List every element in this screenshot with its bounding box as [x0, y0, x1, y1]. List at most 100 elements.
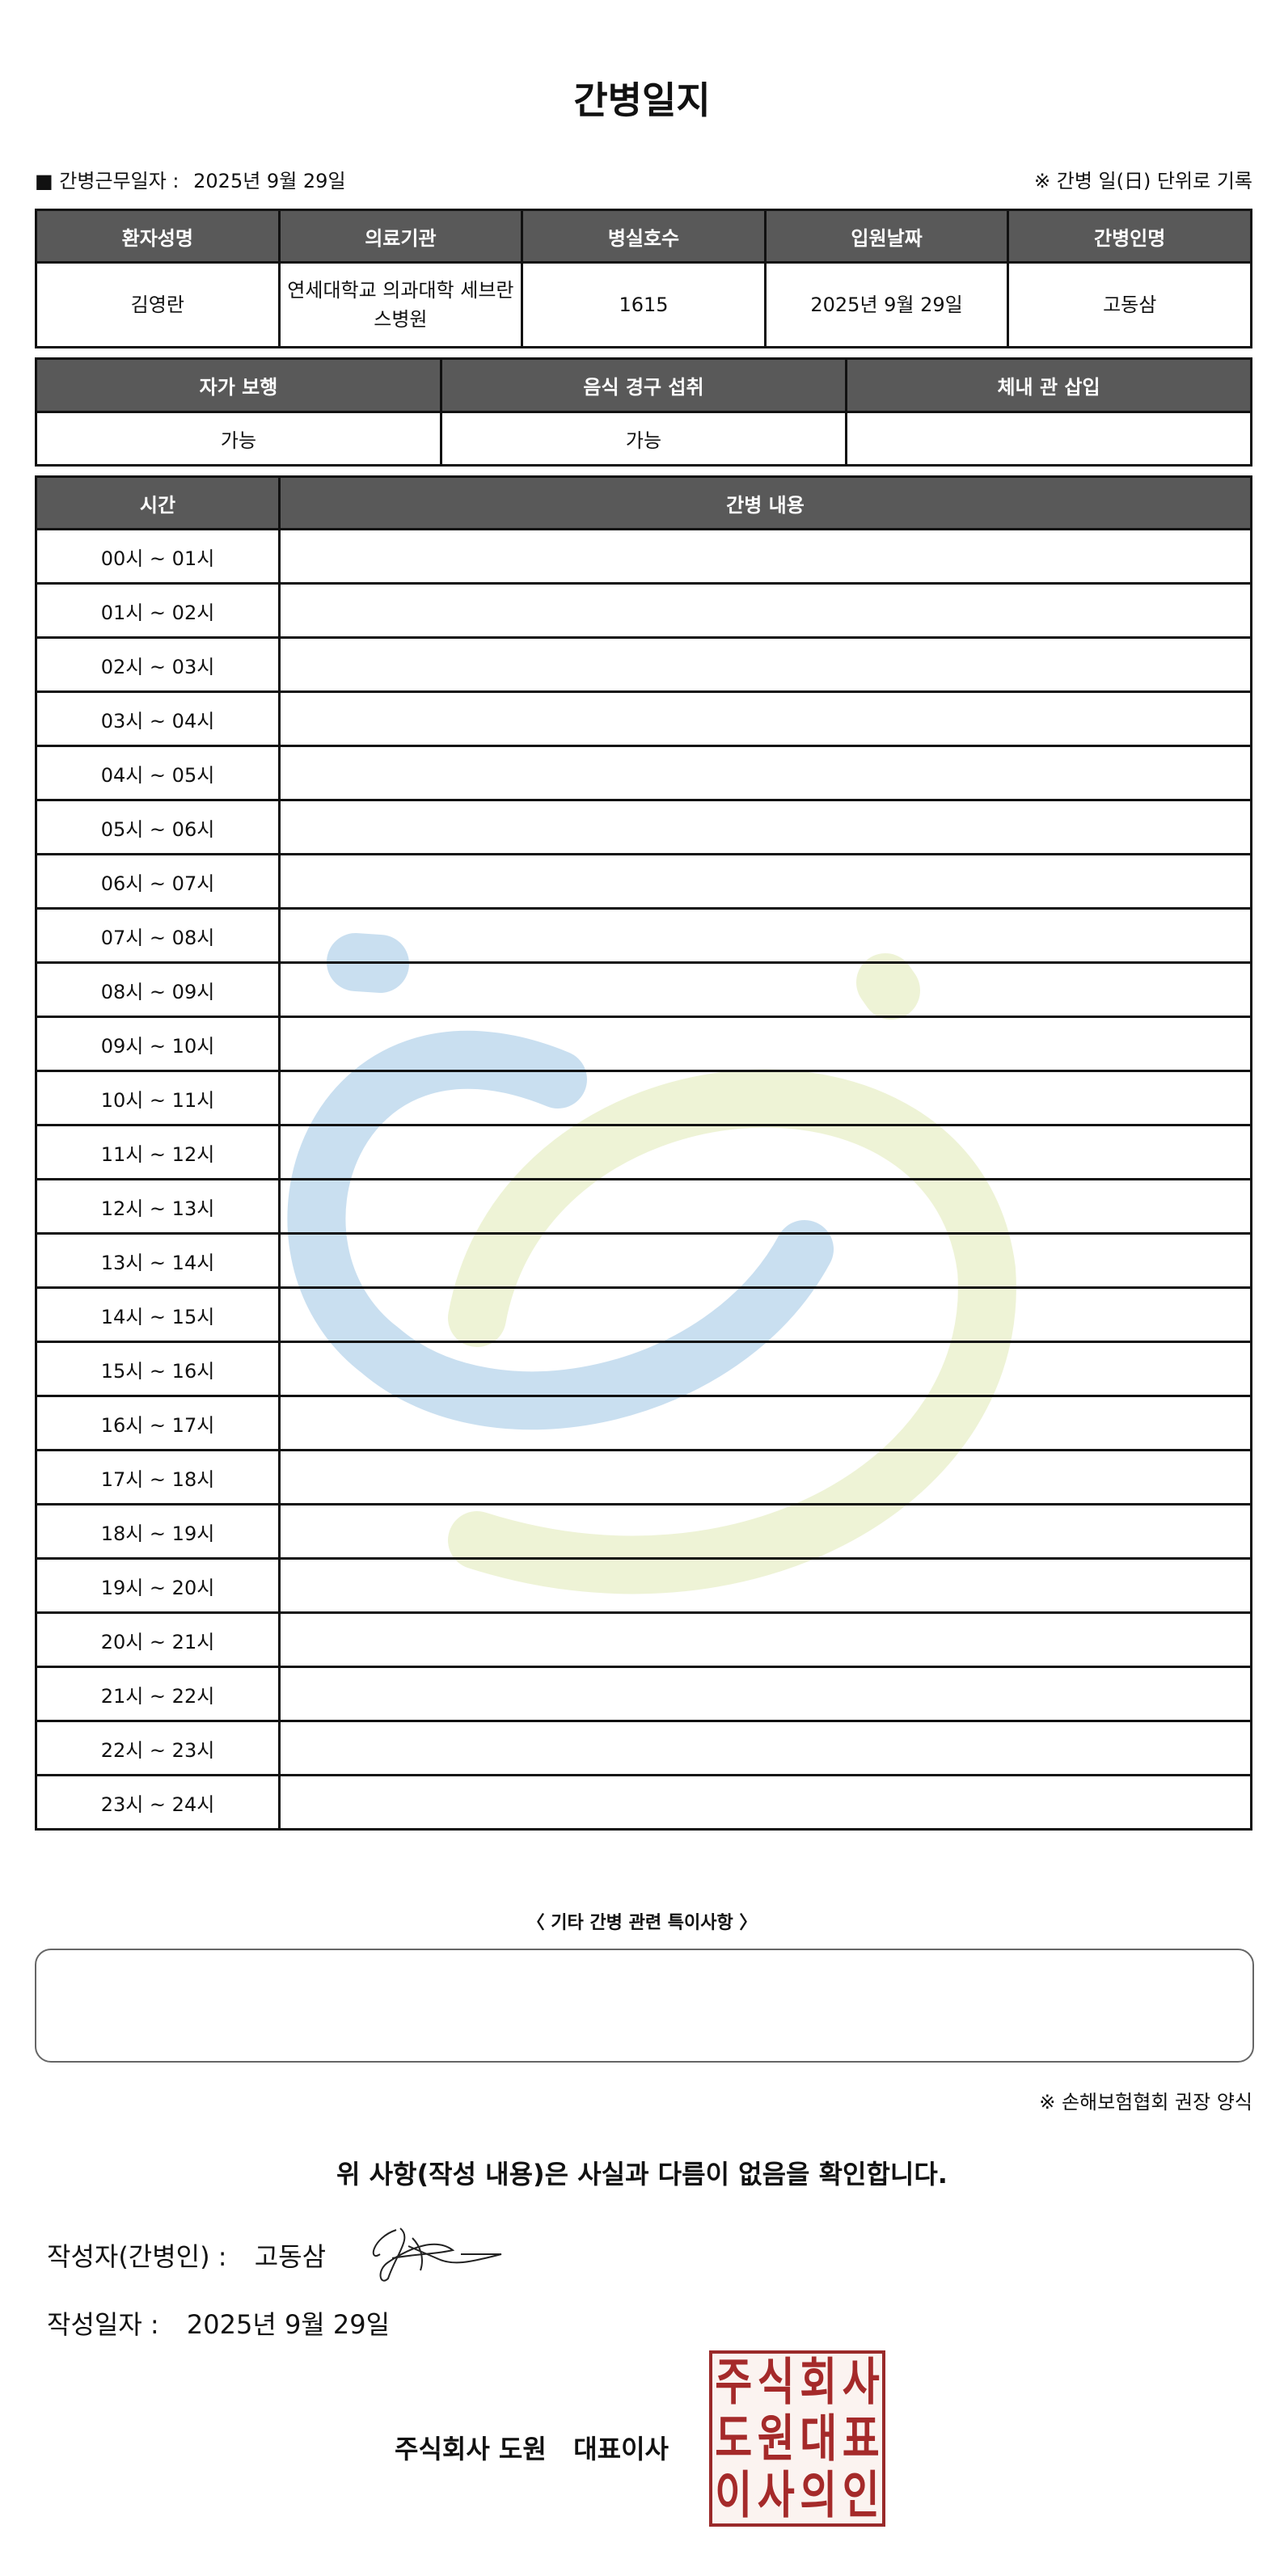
- care-content-cell: [278, 1503, 1252, 1560]
- table-row: 12시 ~ 13시: [35, 1178, 1252, 1235]
- time-slot: 16시 ~ 17시: [35, 1395, 281, 1451]
- seal-character: 원: [757, 2409, 795, 2468]
- memo-box: [35, 1949, 1254, 2063]
- care-content-cell: [278, 853, 1252, 910]
- care-content-cell: [278, 799, 1252, 855]
- table-row: 10시 ~ 11시: [35, 1070, 1252, 1126]
- hospital: 연세대학교 의과대학 세브란스병원: [277, 261, 524, 348]
- page-title: 간병일지: [573, 78, 711, 122]
- form-note: ※ 손해보험협회 권장 양식: [1039, 2091, 1252, 2114]
- care-content-cell: [278, 907, 1252, 964]
- care-content-cell: [278, 1611, 1252, 1668]
- time-slot: 23시 ~ 24시: [35, 1774, 281, 1831]
- table-row: 03시 ~ 04시: [35, 690, 1252, 747]
- table-row: 16시 ~ 17시: [35, 1395, 1252, 1451]
- time-slot: 07시 ~ 08시: [35, 907, 281, 964]
- care-content-cell: [278, 1557, 1252, 1614]
- care-content-cell: [278, 690, 1252, 747]
- seal-character: 이: [715, 2465, 753, 2525]
- care-content-cell: [278, 1449, 1252, 1505]
- table-row: 07시 ~ 08시: [35, 907, 1252, 964]
- header-oral-intake: 음식 경구 섭취: [440, 357, 847, 413]
- header-walking: 자가 보행: [35, 357, 442, 413]
- tube-value: [845, 411, 1252, 467]
- seal-character: 주: [715, 2352, 753, 2412]
- time-slot: 01시 ~ 02시: [35, 582, 281, 639]
- company-representative: 주식회사 도원 대표이사: [395, 2434, 669, 2464]
- writer-line: 작성자(간병인) : 고동삼: [47, 2236, 326, 2274]
- admission-date: 2025년 9월 29일: [763, 261, 1010, 348]
- time-slot: 02시 ~ 03시: [35, 636, 281, 693]
- care-log-table: 시간 간병 내용 00시 ~ 01시 01시 ~ 02시 02시 ~ 03시 03시 …: [35, 475, 1252, 1831]
- time-slot: 06시 ~ 07시: [35, 853, 281, 910]
- care-content-cell: [278, 1016, 1252, 1072]
- table-row: 17시 ~ 18시: [35, 1449, 1252, 1505]
- caregiver-name: 고동삼: [1007, 261, 1252, 348]
- time-slot: 09시 ~ 10시: [35, 1016, 281, 1072]
- seal-character: 대: [800, 2409, 838, 2468]
- seal-character: 사: [757, 2465, 795, 2525]
- table-row: 19시 ~ 20시: [35, 1557, 1252, 1614]
- table-row: 23시 ~ 24시: [35, 1774, 1252, 1831]
- table-row: 01시 ~ 02시: [35, 582, 1252, 639]
- header-caregiver: 간병인명: [1007, 209, 1252, 264]
- time-slot: 10시 ~ 11시: [35, 1070, 281, 1126]
- care-content-cell: [278, 1178, 1252, 1235]
- header-room: 병실호수: [521, 209, 767, 264]
- time-slot: 19시 ~ 20시: [35, 1557, 281, 1614]
- table-row: 15시 ~ 16시: [35, 1341, 1252, 1397]
- table-row: 06시 ~ 07시: [35, 853, 1252, 910]
- seal-character: 회: [800, 2352, 838, 2412]
- header-tube: 체내 관 삽입: [845, 357, 1252, 413]
- table-row: 22시 ~ 23시: [35, 1720, 1252, 1776]
- table-row: 14시 ~ 15시: [35, 1286, 1252, 1343]
- table-row: 05시 ~ 06시: [35, 799, 1252, 855]
- header-care-content: 간병 내용: [278, 475, 1252, 530]
- oral-intake-value: 가능: [440, 411, 847, 467]
- care-content-cell: [278, 1124, 1252, 1180]
- seal-character: 의: [800, 2465, 838, 2525]
- table-row: 18시 ~ 19시: [35, 1503, 1252, 1560]
- time-slot: 21시 ~ 22시: [35, 1666, 281, 1722]
- writer-label: 작성자(간병인) :: [47, 2241, 227, 2272]
- seal-character: 식: [757, 2352, 795, 2412]
- table-row: 08시 ~ 09시: [35, 961, 1252, 1018]
- time-slot: 00시 ~ 01시: [35, 528, 281, 585]
- care-content-cell: [278, 1666, 1252, 1722]
- time-slot: 17시 ~ 18시: [35, 1449, 281, 1505]
- work-date-value: 2025년 9월 29일: [193, 170, 346, 192]
- time-slot: 20시 ~ 21시: [35, 1611, 281, 1668]
- header-time: 시간: [35, 475, 281, 530]
- signature: [372, 2228, 502, 2282]
- written-date-line: 작성일자 : 2025년 9월 29일: [47, 2304, 390, 2342]
- care-content-cell: [278, 1286, 1252, 1343]
- memo-label: 〈 기타 간병 관련 특이사항 〉: [526, 1913, 758, 1933]
- seal-character: 인: [842, 2465, 880, 2525]
- table-row: 21시 ~ 22시: [35, 1666, 1252, 1722]
- care-content-cell: [278, 528, 1252, 585]
- table-row: 04시 ~ 05시: [35, 745, 1252, 801]
- time-slot: 12시 ~ 13시: [35, 1178, 281, 1235]
- time-slot: 08시 ~ 09시: [35, 961, 281, 1018]
- care-content-cell: [278, 1341, 1252, 1397]
- table-row: 02시 ~ 03시: [35, 636, 1252, 693]
- patient-name: 김영란: [35, 261, 281, 348]
- time-slot: 13시 ~ 14시: [35, 1232, 281, 1289]
- seal-character: 사: [842, 2352, 880, 2412]
- time-slot: 18시 ~ 19시: [35, 1503, 281, 1560]
- care-content-cell: [278, 1232, 1252, 1289]
- care-content-cell: [278, 1774, 1252, 1831]
- time-slot: 15시 ~ 16시: [35, 1341, 281, 1397]
- status-table: 자가 보행 음식 경구 섭취 체내 관 삽입 가능 가능: [35, 357, 1252, 467]
- written-date-label: 작성일자 :: [47, 2309, 159, 2340]
- table-row: 09시 ~ 10시: [35, 1016, 1252, 1072]
- time-slot: 04시 ~ 05시: [35, 745, 281, 801]
- table-row: 20시 ~ 21시: [35, 1611, 1252, 1668]
- header-admission-date: 입원날짜: [763, 209, 1010, 264]
- seal-character: 표: [842, 2409, 880, 2468]
- confirm-statement: 위 사항(작성 내용)은 사실과 다름이 없음을 확인합니다.: [336, 2159, 948, 2190]
- written-date: 2025년 9월 29일: [186, 2309, 391, 2340]
- care-content-cell: [278, 1720, 1252, 1776]
- care-content-cell: [278, 1070, 1252, 1126]
